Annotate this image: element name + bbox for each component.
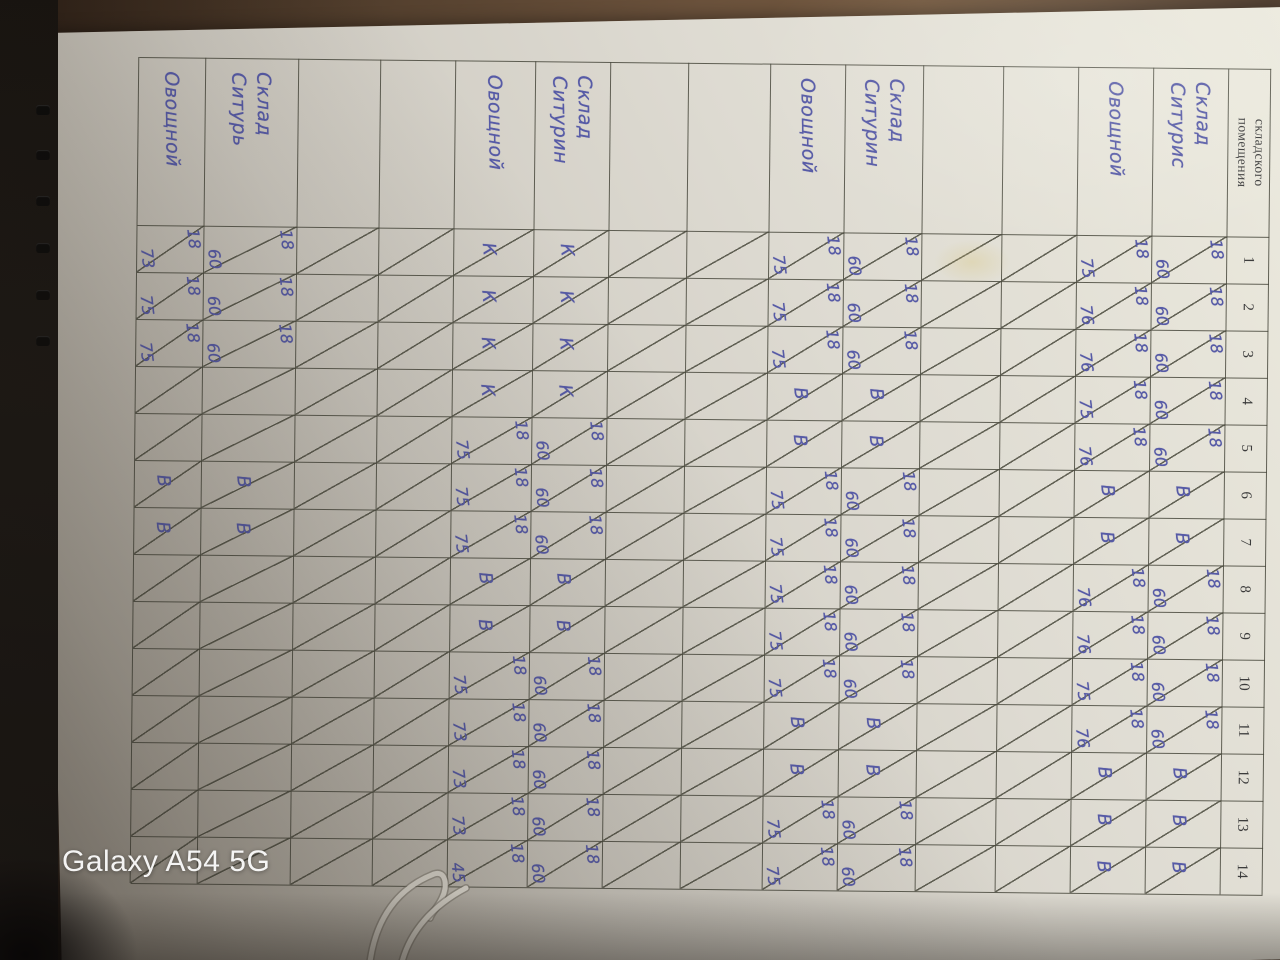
camera-watermark: Galaxy A54 5G <box>62 845 271 878</box>
